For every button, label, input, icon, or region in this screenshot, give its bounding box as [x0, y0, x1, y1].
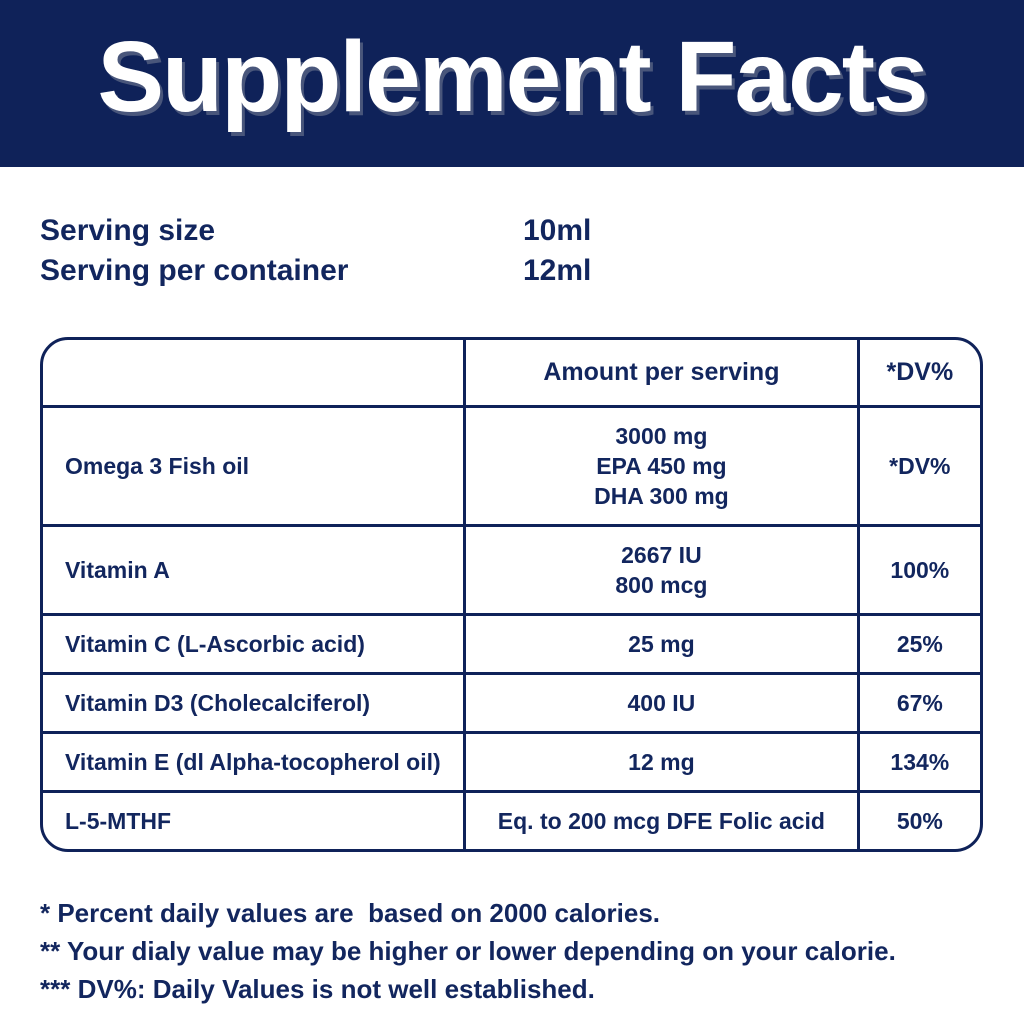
facts-table-container: Amount per serving *DV% Omega 3 Fish oil 3…: [40, 337, 983, 852]
column-header: [43, 340, 467, 408]
facts-table-header: Amount per serving *DV%: [43, 340, 980, 408]
amount-line: DHA 300 mg: [594, 482, 729, 509]
amount-per-serving: 2667 IU 800 mcg: [463, 523, 860, 616]
daily-value: 134%: [856, 730, 980, 793]
serving-label: Serving size: [40, 214, 216, 247]
footnote-line: *** DV%: Daily Values is not well establ…: [40, 973, 595, 1004]
amount-line: 12 mg: [628, 748, 695, 775]
amount-line: 2667 IU: [621, 541, 702, 568]
header-banner: Supplement Facts: [0, 0, 1024, 167]
footnotes: * Percent daily values are based on 2000…: [0, 852, 1024, 1008]
ingredient-name: Vitamin C (L-Ascorbic acid): [43, 612, 467, 675]
ingredient-name: Omega 3 Fish oil: [43, 404, 467, 527]
daily-value: 50%: [856, 789, 980, 849]
amount-per-serving: Eq. to 200 mcg DFE Folic acid: [463, 789, 860, 849]
amount-line: 3000 mg: [615, 422, 708, 449]
serving-value: 10ml: [523, 214, 592, 247]
table-row: L-5-MTHF Eq. to 200 mcg DFE Folic acid 50%: [43, 789, 980, 849]
serving-value: 12ml: [523, 254, 592, 287]
footnote-line: ** Your dialy value may be higher or low…: [40, 935, 896, 966]
serving-row: Serving size 10ml: [40, 211, 1024, 251]
amount-line: 25 mg: [628, 630, 695, 657]
serving-row: Serving per container 12ml: [40, 251, 1024, 291]
amount-per-serving: 400 IU: [463, 671, 860, 734]
daily-value: 100%: [856, 523, 980, 616]
amount-line: 400 IU: [627, 689, 696, 716]
ingredient-name: Vitamin E (dl Alpha-tocopherol oil): [43, 730, 467, 793]
table-row: Vitamin C (L-Ascorbic acid) 25 mg 25%: [43, 612, 980, 675]
table-row: Vitamin D3 (Cholecalciferol) 400 IU 67%: [43, 671, 980, 734]
table-row: Vitamin A 2667 IU 800 mcg 100%: [43, 523, 980, 616]
facts-table: Amount per serving *DV% Omega 3 Fish oil 3…: [43, 340, 980, 849]
column-header: Amount per serving: [463, 340, 860, 408]
footnote-line: * Percent daily values are based on 2000…: [40, 897, 661, 928]
page-title: Supplement Facts: [97, 20, 928, 133]
daily-value: *DV%: [856, 404, 980, 527]
amount-per-serving: 12 mg: [463, 730, 860, 793]
daily-value: 25%: [856, 612, 980, 675]
column-header: *DV%: [856, 340, 980, 408]
table-row: Vitamin E (dl Alpha-tocopherol oil) 12 mg…: [43, 730, 980, 793]
facts-table-body: Omega 3 Fish oil 3000 mg EPA 450 mg DHA 300…: [43, 404, 980, 849]
amount-per-serving: 3000 mg EPA 450 mg DHA 300 mg: [463, 404, 860, 527]
amount-per-serving: 25 mg: [463, 612, 860, 675]
header-row: Amount per serving *DV%: [43, 340, 980, 408]
ingredient-name: L-5-MTHF: [43, 789, 467, 849]
amount-line: Eq. to 200 mcg DFE Folic acid: [497, 807, 825, 834]
amount-line: EPA 450 mg: [596, 452, 727, 479]
amount-line: 800 mcg: [615, 571, 708, 598]
ingredient-name: Vitamin A: [43, 523, 467, 616]
serving-info: Serving size 10ml Serving per container 12m…: [0, 167, 1024, 291]
ingredient-name: Vitamin D3 (Cholecalciferol): [43, 671, 467, 734]
table-row: Omega 3 Fish oil 3000 mg EPA 450 mg DHA 300…: [43, 404, 980, 527]
daily-value: 67%: [856, 671, 980, 734]
serving-label: Serving per container: [40, 254, 349, 287]
